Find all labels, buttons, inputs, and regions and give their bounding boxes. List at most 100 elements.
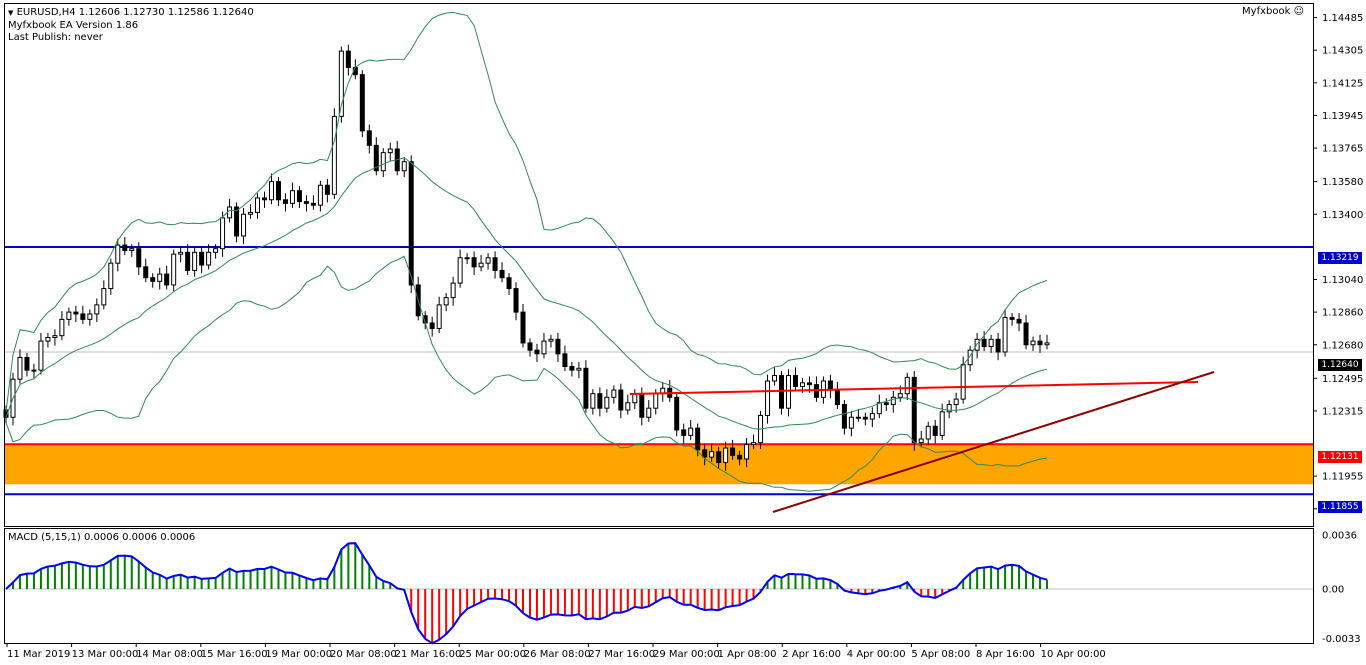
candle-body (548, 338, 554, 342)
candle-body (108, 262, 114, 290)
candle-body (24, 356, 30, 371)
candle-body (953, 398, 959, 406)
candle-body (464, 257, 470, 260)
candle-body (17, 356, 23, 380)
candle-body (429, 322, 435, 329)
time-tick-label: 2 Apr 16:00 (782, 649, 841, 660)
candle-body (806, 382, 812, 386)
candle-body (779, 375, 785, 409)
candle-body (639, 393, 645, 418)
candle-body (541, 340, 547, 355)
candle-body (234, 206, 240, 237)
macd-label: MACD (5,15,1) 0.0006 0.0006 0.0006 (8, 532, 196, 543)
price-tick-label: 1.12860 (1322, 308, 1363, 319)
candle-body (255, 197, 261, 213)
price-tag-current: 1.12640 (1318, 359, 1362, 371)
candle-body (122, 244, 128, 251)
time-tick-label: 5 Apr 08:00 (911, 649, 970, 660)
candle-body (597, 393, 603, 409)
candle-body (262, 197, 268, 201)
candle-body (87, 313, 93, 320)
candle-body (317, 184, 323, 206)
candle-body (716, 451, 722, 464)
myfxbook-brand: Myfxbook ☺ (1242, 6, 1304, 17)
candle-body (1044, 342, 1050, 346)
candle-body (380, 152, 386, 172)
candle-body (841, 404, 847, 429)
candle-body (911, 376, 917, 444)
candle-body (80, 313, 86, 320)
candle-body (450, 282, 456, 299)
macd-tick-label: 0.0036 (1322, 531, 1357, 542)
candle-body (695, 427, 701, 451)
candle-body (143, 266, 149, 279)
candle-body (282, 199, 288, 204)
candle-body (785, 375, 791, 409)
candle-body (401, 161, 407, 172)
candle-body (939, 411, 945, 436)
candle-body (883, 402, 889, 406)
candle-body (513, 288, 519, 313)
candle-body (213, 248, 219, 253)
candle-body (101, 288, 107, 306)
price-tick-label: 1.14125 (1322, 78, 1363, 89)
candle-body (45, 337, 51, 342)
time-tick-label: 14 Mar 08:00 (136, 649, 203, 660)
macd-tick-label: 0.00 (1322, 585, 1344, 596)
candle-body (646, 407, 652, 418)
candle-body (527, 342, 533, 351)
time-tick-label: 26 Mar 08:00 (524, 649, 591, 660)
price-tick-label: 1.12315 (1322, 406, 1363, 417)
candle-body (625, 402, 631, 411)
candle-body (827, 380, 833, 391)
price-tick-label: 1.14485 (1322, 13, 1363, 24)
candle-body (897, 393, 903, 398)
candle-body (387, 148, 393, 154)
macd-tick-label: -0.0033 (1322, 634, 1361, 645)
candle-body (1037, 340, 1043, 346)
candle-body (66, 311, 72, 320)
candle-body (73, 311, 79, 315)
candle-body (618, 389, 624, 411)
candle-body (485, 257, 491, 264)
candle-body (611, 389, 617, 398)
candle-body (192, 251, 198, 271)
dropdown-triangle-icon[interactable]: ▼ (8, 9, 14, 17)
candle-body (995, 338, 1001, 353)
candle-body (241, 213, 247, 237)
macd-signal-line (5, 542, 1048, 645)
candle-body (569, 366, 575, 371)
time-tick-label: 4 Apr 00:00 (847, 649, 906, 660)
candle-body (52, 335, 58, 338)
candle-body (890, 396, 896, 406)
time-tick-label: 25 Mar 00:00 (459, 649, 526, 660)
trend-line (772, 371, 1215, 513)
candle-body (136, 248, 142, 268)
candle-body (206, 251, 212, 266)
brand-label: Myfxbook (1242, 6, 1291, 17)
symbol-quote: EURUSD,H4 1.12606 1.12730 1.12586 1.1264… (16, 7, 254, 18)
price-tick-label: 1.14305 (1322, 46, 1363, 57)
candle-body (31, 369, 37, 372)
candle-body (345, 50, 351, 68)
candle-body (115, 244, 121, 264)
candle-body (1009, 317, 1015, 320)
candle-body (576, 367, 582, 371)
price-tag-upper-blue: 1.13219 (1318, 252, 1362, 264)
candle-body (946, 404, 952, 413)
candle-body (960, 364, 966, 400)
candle-body (478, 262, 484, 268)
candle-body (772, 375, 778, 382)
candle-body (834, 389, 840, 406)
candle-body (1030, 340, 1036, 346)
candle-body (296, 190, 302, 203)
candle-body (981, 338, 987, 348)
candle-body (289, 190, 295, 204)
candle-body (150, 277, 156, 282)
candle-body (199, 251, 205, 266)
candle-body (632, 393, 638, 404)
candle-body (227, 206, 233, 219)
candle-body (932, 425, 938, 436)
